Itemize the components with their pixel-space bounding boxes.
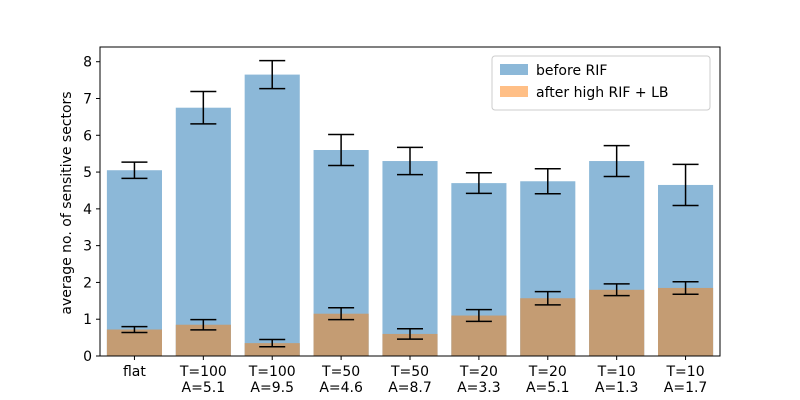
error-bar-after-rif-lb (328, 307, 355, 321)
y-tick-label: 8 (83, 55, 92, 71)
x-tick-label: A=1.7 (664, 380, 708, 396)
bar-before-rif (244, 74, 300, 356)
error-bars (121, 59, 699, 348)
x-tick-label: T=10 (666, 364, 705, 380)
x-tick-label: A=1.3 (595, 380, 639, 396)
error-bar-after-rif-lb (603, 283, 630, 297)
legend-swatch-after-rif-lb (500, 86, 528, 97)
error-bar-before-rif (190, 90, 217, 125)
error-bar-before-rif (534, 168, 561, 195)
x-axis-ticks: flat T=100A=5.1T=100A=9.5T=50A=4.6T=50A=8… (123, 356, 707, 396)
error-bar-before-rif (603, 144, 630, 178)
bar-before-rif (382, 161, 438, 356)
bar-before-rif (175, 107, 231, 356)
bar-after-rif-lb (382, 333, 438, 356)
bar-after-rif-lb (313, 313, 369, 356)
x-tick-label: flat (123, 364, 146, 380)
bar-before-rif (106, 170, 162, 356)
bar-after-rif-lb (589, 289, 645, 356)
bar-after-rif-lb (106, 329, 162, 356)
y-tick-label: 3 (83, 239, 92, 255)
y-axis-label: average no. of sensitive sectors (59, 91, 75, 314)
y-axis-ticks: 0 1 2 3 4 5 6 7 8 (83, 55, 100, 365)
error-bar-after-rif-lb (465, 308, 492, 323)
x-tick-label: T=20 (459, 364, 498, 380)
error-bar-after-rif-lb (190, 318, 217, 331)
x-tick-label: T=100 (179, 364, 227, 380)
y-tick-label: 7 (83, 92, 92, 108)
x-tick-label: T=100 (248, 364, 296, 380)
x-tick-label: T=10 (597, 364, 636, 380)
error-bar-before-rif (259, 59, 286, 90)
legend-box (491, 55, 711, 111)
error-bar-before-rif (328, 133, 355, 167)
error-bar-after-rif-lb (534, 290, 561, 306)
bar-after-rif-lb (451, 315, 507, 356)
y-tick-label: 0 (83, 349, 92, 365)
error-bar-after-rif-lb (121, 325, 148, 334)
error-bar-before-rif (397, 146, 423, 176)
error-bar-after-rif-lb (397, 328, 423, 340)
bar-after-rif-lb (658, 287, 714, 356)
x-tick-label: A=3.3 (457, 380, 501, 396)
y-tick-label: 2 (83, 275, 92, 291)
x-tick-label: A=4.6 (319, 380, 363, 396)
x-tick-label: T=50 (321, 364, 360, 380)
x-tick-label: A=5.1 (526, 380, 570, 396)
x-tick-label: T=20 (528, 364, 567, 380)
y-tick-label: 6 (83, 128, 92, 144)
error-bar-before-rif (672, 163, 699, 207)
x-tick-label: A=9.5 (250, 380, 294, 396)
x-tick-label: A=5.1 (182, 380, 226, 396)
y-tick-label: 4 (83, 202, 92, 218)
bar-after-rif-lb (520, 298, 576, 356)
legend: before RIF after high RIF + LB (491, 55, 711, 111)
legend-label-after-rif-lb: after high RIF + LB (536, 85, 669, 101)
bars-after-rif-lb (106, 287, 714, 356)
error-bar-before-rif (465, 172, 492, 195)
legend-label-before-rif: before RIF (536, 63, 607, 79)
y-tick-label: 5 (83, 165, 92, 181)
legend-swatch-before-rif (500, 64, 528, 75)
x-tick-label: A=8.7 (388, 380, 432, 396)
y-tick-label: 1 (83, 312, 92, 328)
bar-after-rif-lb (244, 343, 300, 356)
error-bar-after-rif-lb (259, 338, 286, 348)
x-tick-label: T=50 (390, 364, 429, 380)
error-bar-after-rif-lb (672, 280, 699, 295)
error-bar-before-rif (121, 161, 148, 180)
